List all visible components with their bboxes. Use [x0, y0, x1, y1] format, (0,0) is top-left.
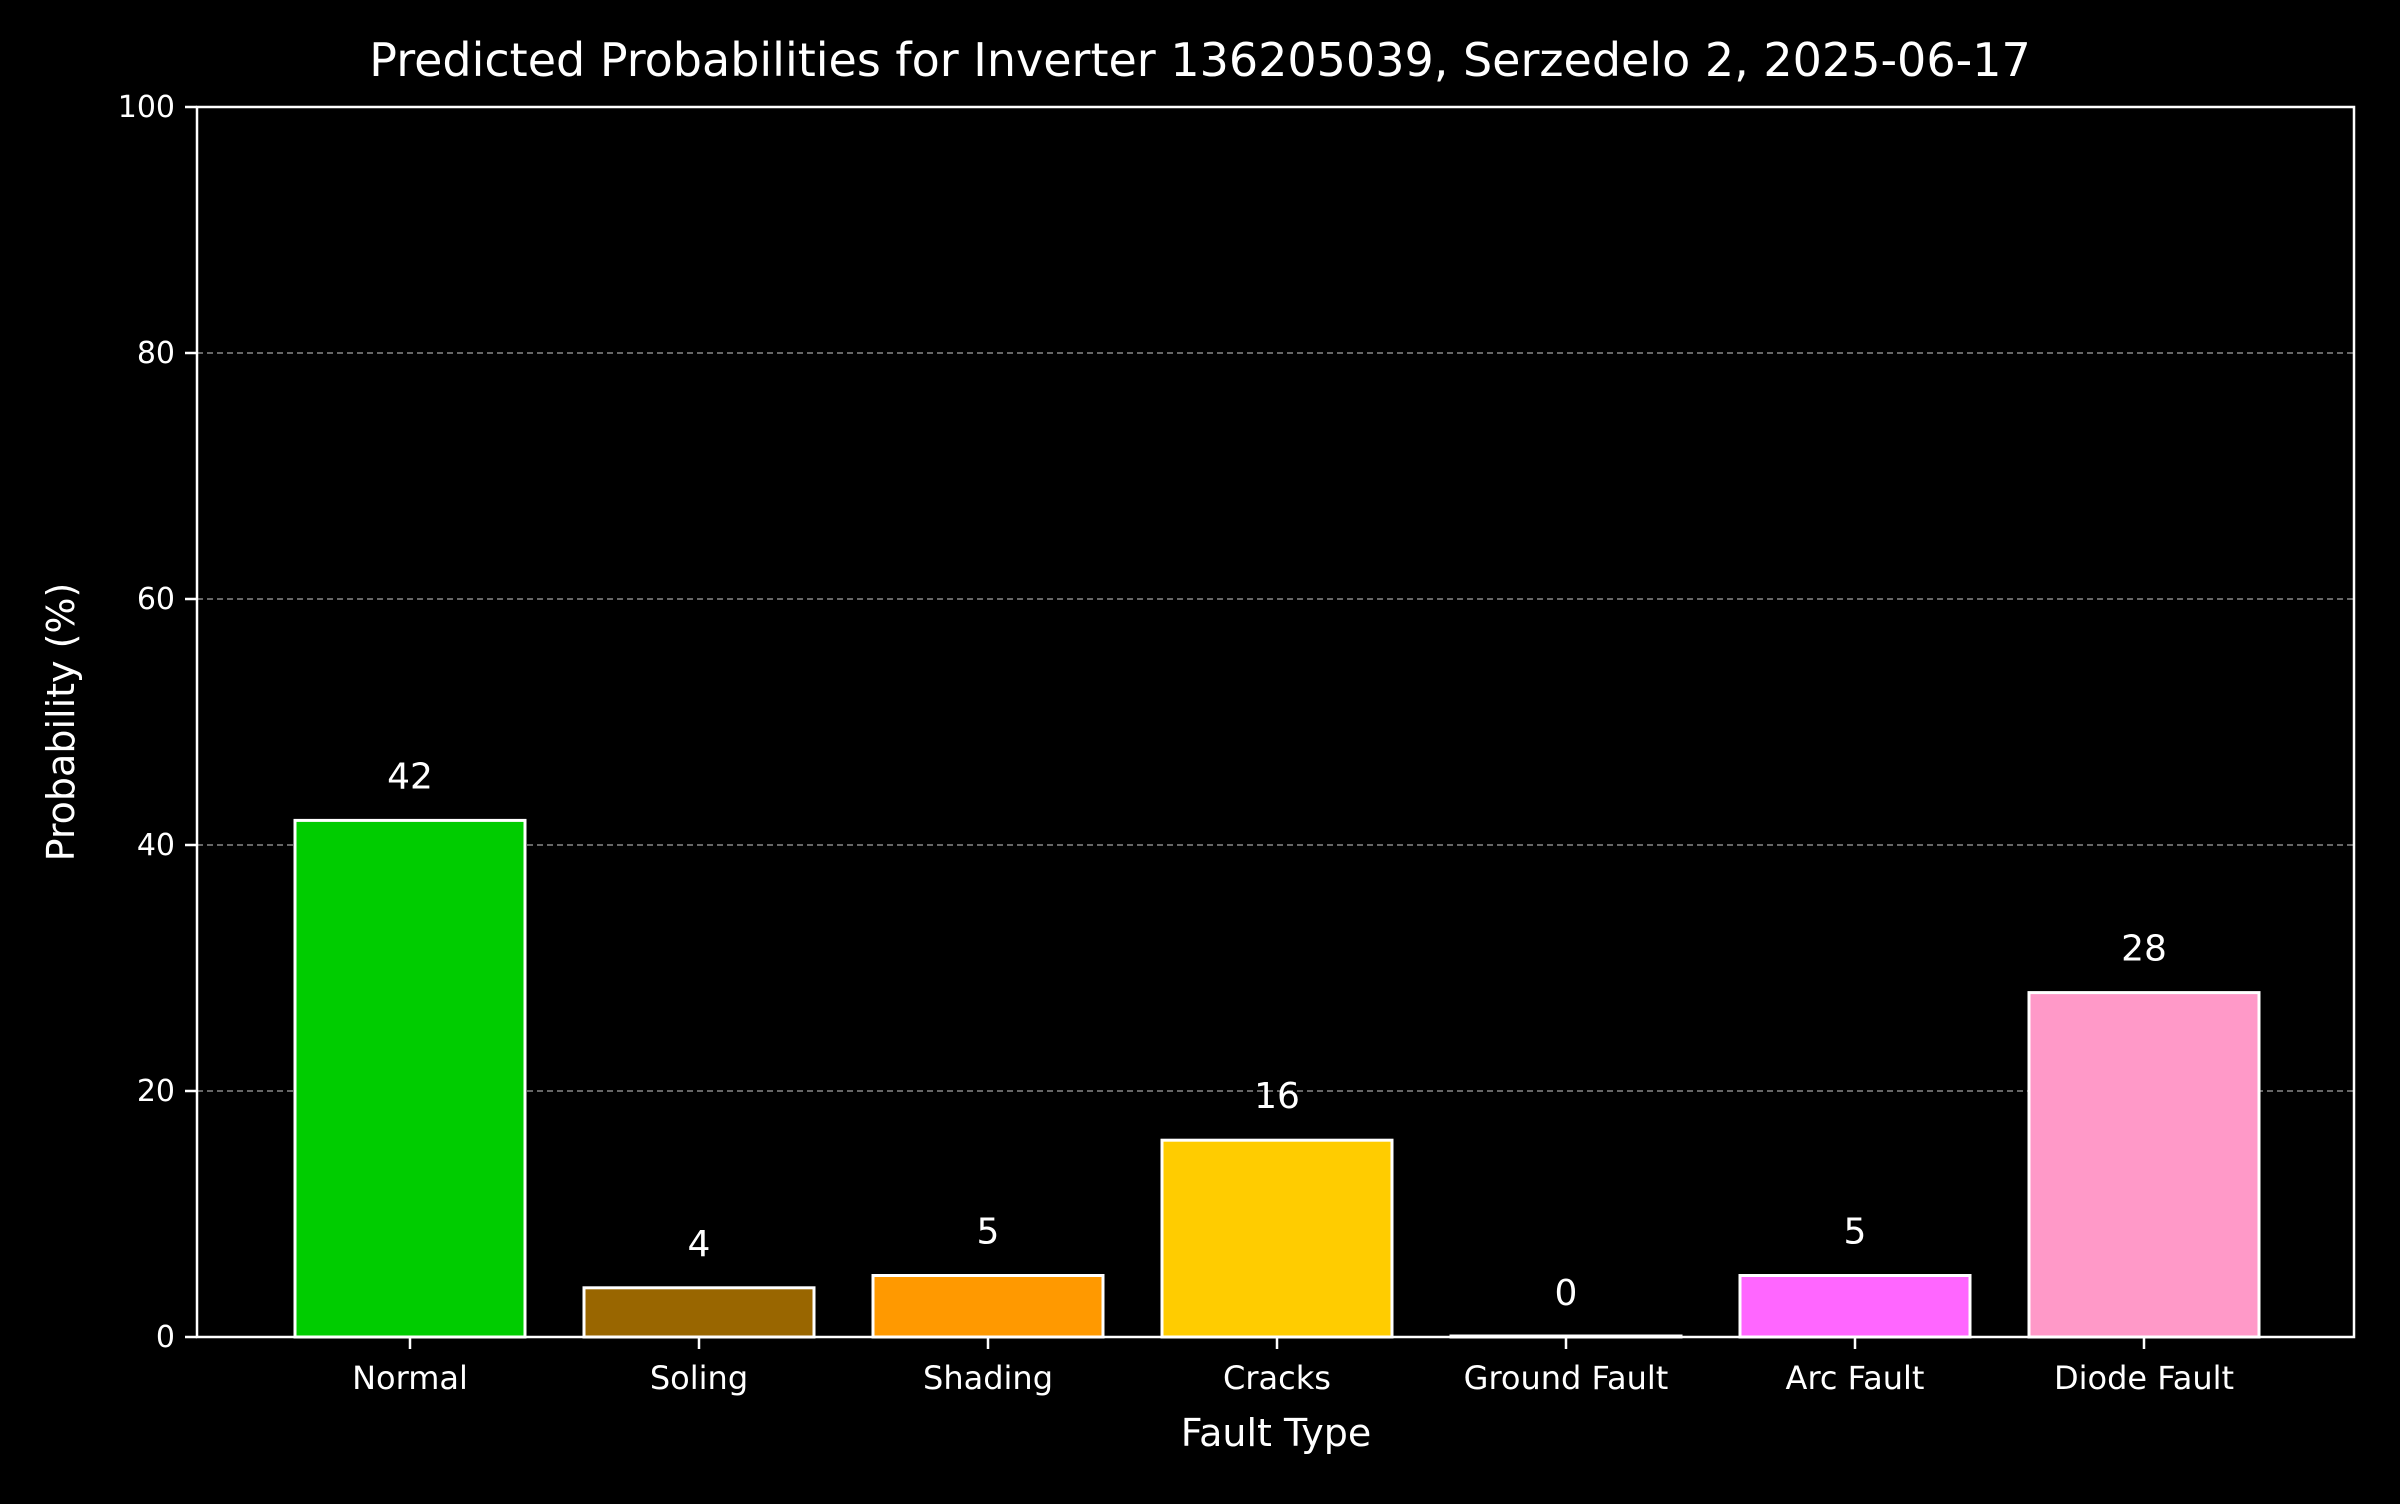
x-tick-label: Diode Fault	[2054, 1359, 2234, 1397]
bar-value-label: 5	[977, 1212, 1000, 1253]
bar-value-label: 0	[1555, 1273, 1578, 1314]
bar-value-label: 28	[2121, 929, 2167, 970]
bar-arc-fault	[1738, 1274, 1972, 1339]
y-tick-label: 100	[118, 90, 175, 125]
chart-title: Predicted Probabilities for Inverter 136…	[369, 33, 2030, 87]
x-axis-title: Fault Type	[1181, 1411, 1372, 1455]
bar-cracks	[1160, 1138, 1394, 1339]
x-tick-label: Ground Fault	[1464, 1359, 1669, 1397]
plot-frame	[195, 105, 2356, 1339]
y-tick-label: 40	[137, 828, 175, 863]
bar-value-label: 42	[387, 756, 433, 797]
y-tick-label: 20	[137, 1074, 175, 1109]
x-tick-label: Soling	[650, 1359, 748, 1397]
bar-value-label: 5	[1844, 1212, 1867, 1253]
bar-diode-fault	[2027, 991, 2261, 1339]
y-axis-title: Probability (%)	[39, 583, 83, 862]
y-tick-label: 0	[156, 1320, 175, 1355]
x-axis: Normal Soling Shading Cracks Ground Fault Arc…	[352, 1337, 2234, 1397]
bar-value-label: 4	[688, 1224, 711, 1265]
bar-normal	[293, 818, 527, 1339]
x-tick-label: Shading	[923, 1359, 1053, 1397]
y-tick-label: 80	[137, 336, 175, 371]
bar-shading	[871, 1274, 1105, 1339]
x-tick-label: Arc Fault	[1786, 1359, 1925, 1397]
bar-soling	[582, 1286, 816, 1339]
y-tick-label: 60	[137, 582, 175, 617]
bars	[293, 818, 2261, 1339]
bar-value-labels: 42 4 5 16 0 5 28	[387, 756, 2167, 1314]
y-axis: 0 20 40 60 80 100	[118, 90, 197, 1355]
x-tick-label: Normal	[352, 1359, 468, 1397]
bar-value-label: 16	[1254, 1076, 1300, 1117]
x-tick-label: Cracks	[1223, 1359, 1331, 1397]
